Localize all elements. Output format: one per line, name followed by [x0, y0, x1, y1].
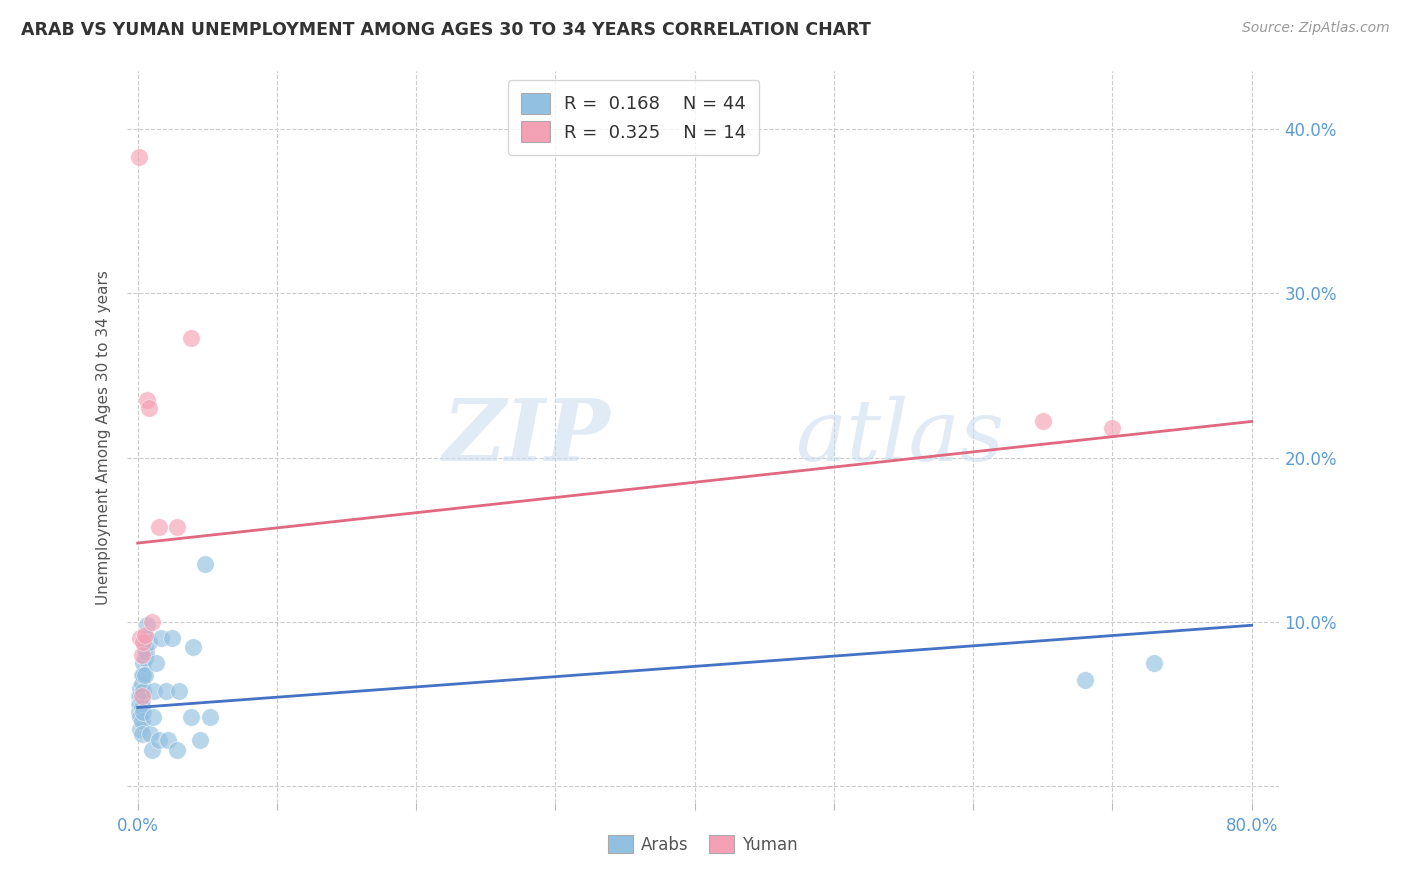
Point [169, 684, 191, 698]
Point [183, 640, 205, 654]
Point [157, 733, 180, 747]
Point [129, 722, 152, 736]
Text: ZIP: ZIP [443, 395, 610, 479]
Point [1101, 421, 1123, 435]
Point [141, 743, 163, 757]
Point [136, 393, 159, 408]
Point [131, 700, 153, 714]
Point [1143, 656, 1166, 670]
Point [134, 667, 156, 681]
Text: Source: ZipAtlas.com: Source: ZipAtlas.com [1241, 21, 1389, 35]
Point [129, 689, 152, 703]
Point [128, 697, 150, 711]
Point [131, 714, 153, 728]
Point [145, 656, 167, 670]
Point [180, 710, 202, 724]
Point [128, 689, 150, 703]
Point [139, 727, 162, 741]
Point [142, 710, 165, 724]
Point [135, 644, 157, 658]
Point [131, 677, 153, 691]
Point [131, 667, 153, 681]
Point [180, 331, 202, 345]
Point [148, 519, 170, 533]
Point [132, 656, 155, 670]
Point [166, 743, 188, 757]
Legend: Arabs, Yuman: Arabs, Yuman [602, 829, 804, 860]
Point [143, 684, 166, 698]
Point [131, 689, 153, 703]
Point [188, 733, 211, 747]
Point [129, 697, 152, 711]
Point [138, 634, 160, 648]
Text: atlas: atlas [796, 396, 1004, 478]
Point [1073, 673, 1095, 687]
Point [128, 150, 150, 164]
Point [166, 519, 188, 533]
Point [198, 710, 221, 724]
Point [132, 684, 155, 698]
Point [129, 681, 152, 695]
Point [193, 558, 215, 572]
Text: ARAB VS YUMAN UNEMPLOYMENT AMONG AGES 30 TO 34 YEARS CORRELATION CHART: ARAB VS YUMAN UNEMPLOYMENT AMONG AGES 30… [21, 21, 870, 38]
Point [150, 632, 173, 646]
Point [148, 733, 170, 747]
Point [132, 634, 155, 648]
Point [131, 727, 153, 741]
Point [132, 667, 155, 681]
Point [129, 710, 152, 724]
Point [128, 706, 150, 720]
Point [136, 618, 159, 632]
Point [134, 628, 156, 642]
Point [134, 651, 156, 665]
Point [138, 401, 160, 416]
Point [155, 684, 177, 698]
Y-axis label: Unemployment Among Ages 30 to 34 years: Unemployment Among Ages 30 to 34 years [96, 269, 111, 605]
Point [141, 615, 163, 629]
Point [162, 632, 184, 646]
Point [135, 632, 157, 646]
Point [131, 648, 153, 662]
Point [129, 632, 152, 646]
Point [1032, 414, 1054, 428]
Point [132, 706, 155, 720]
Point [131, 694, 153, 708]
Point [134, 640, 156, 654]
